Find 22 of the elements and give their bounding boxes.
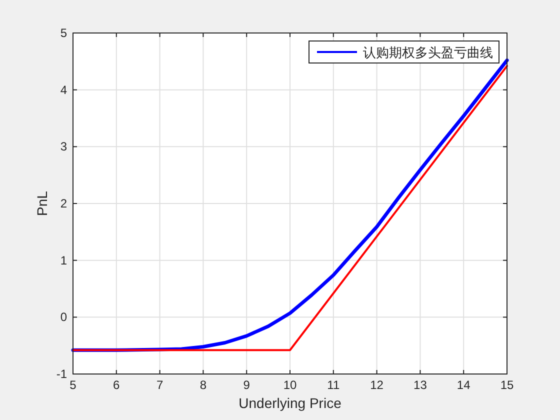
legend-label: 认购期权多头盈亏曲线 — [363, 45, 493, 60]
x-tick-label: 12 — [370, 378, 384, 392]
x-tick-label: 13 — [414, 378, 428, 392]
x-tick-label: 8 — [200, 378, 207, 392]
y-tick-label: 5 — [60, 26, 68, 40]
y-tick-label: -1 — [56, 367, 68, 381]
x-tick-label: 15 — [500, 378, 514, 392]
y-tick-label: 4 — [60, 82, 68, 97]
y-tick-label: 2 — [60, 196, 68, 210]
x-tick-label: 10 — [283, 378, 297, 392]
x-tick-label: 7 — [156, 378, 164, 392]
x-axis-title: Underlying Price — [238, 395, 342, 411]
x-tick-label: 11 — [327, 378, 340, 392]
y-tick-label: 0 — [60, 310, 68, 324]
x-tick-label: 9 — [243, 378, 250, 392]
x-tick-label: 14 — [456, 378, 471, 392]
y-tick-label: 1 — [60, 253, 68, 268]
x-tick-label: 6 — [113, 378, 120, 392]
x-tick-label: 5 — [70, 378, 77, 392]
y-axis-title: PnL — [34, 190, 50, 216]
legend: 认购期权多头盈亏曲线 — [308, 40, 500, 64]
y-tick-label: 3 — [60, 140, 68, 154]
